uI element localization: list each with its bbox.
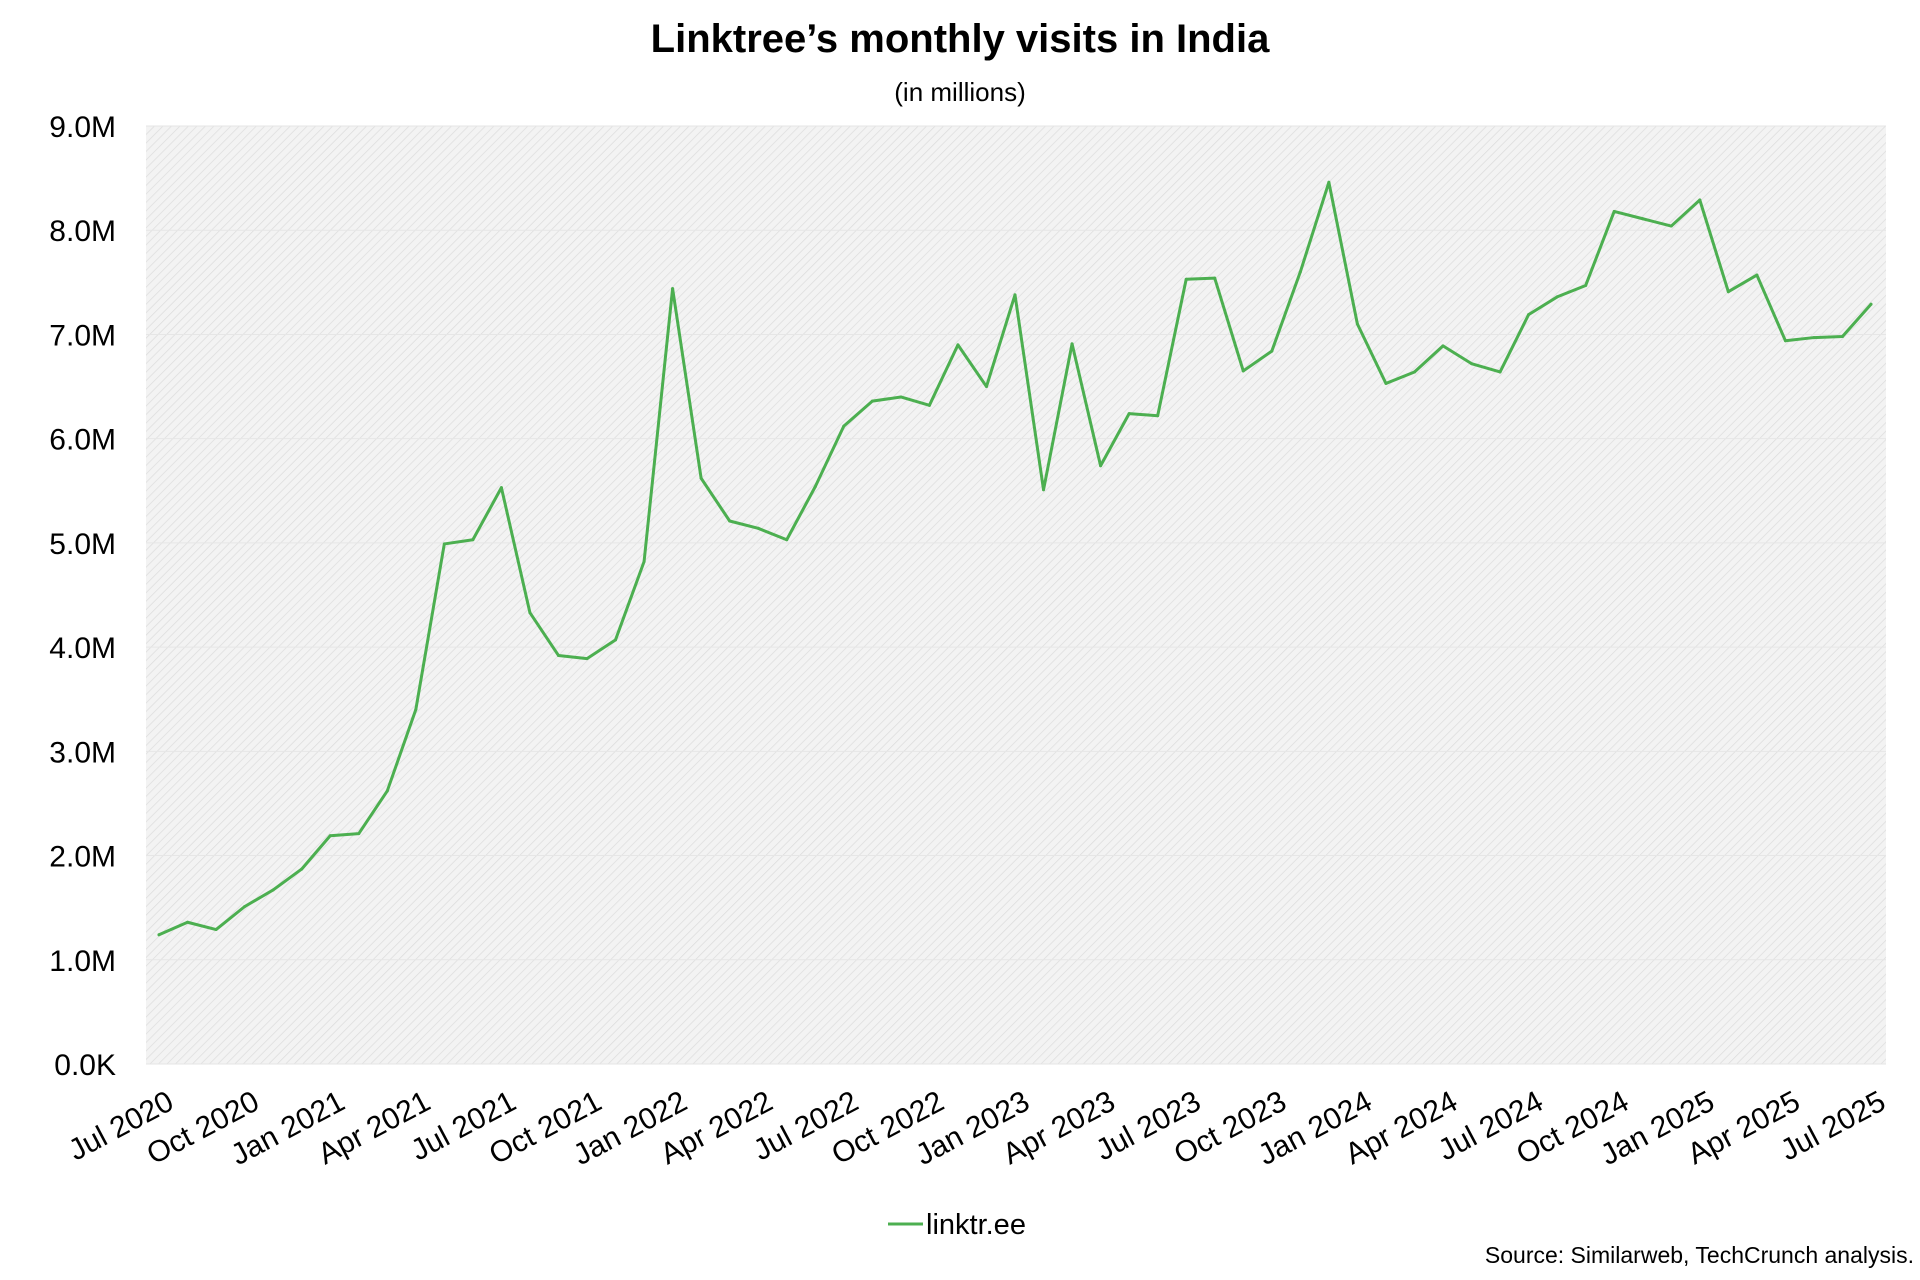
data-point [499, 486, 503, 490]
data-point [1726, 290, 1730, 294]
data-point [927, 403, 931, 407]
data-point [1070, 342, 1074, 346]
data-point [756, 526, 760, 530]
y-tick-label: 6.0M [49, 424, 116, 457]
y-tick-label: 3.0M [49, 736, 116, 769]
y-tick-label: 9.0M [49, 111, 116, 144]
data-point [414, 708, 418, 712]
data-point [186, 920, 190, 924]
data-point [385, 789, 389, 793]
series-layer [157, 180, 1873, 937]
data-point [1412, 370, 1416, 374]
data-point [899, 395, 903, 399]
plot-area [146, 126, 1886, 1064]
data-point [1270, 349, 1274, 353]
y-axis-tick-labels: 0.0K 1.0M 2.0M 3.0M 4.0M 5.0M 6.0M 7.0M 8.0M 9.0M [49, 111, 116, 1082]
data-point [1241, 369, 1245, 373]
data-point [328, 834, 332, 838]
data-point [1013, 293, 1017, 297]
data-point [1584, 283, 1588, 287]
data-point [1669, 224, 1673, 228]
data-point [1812, 336, 1816, 340]
data-point [1783, 339, 1787, 343]
data-point [956, 343, 960, 347]
data-point [728, 519, 732, 523]
data-point [271, 888, 275, 892]
data-point [1869, 302, 1873, 306]
chart-subtitle: (in millions) [894, 77, 1025, 107]
data-point [1698, 198, 1702, 202]
data-point [528, 611, 532, 615]
data-point [1298, 270, 1302, 274]
data-point [813, 485, 817, 489]
data-point [1755, 273, 1759, 277]
data-point [1184, 277, 1188, 281]
data-point [556, 653, 560, 657]
data-point [1042, 488, 1046, 492]
data-point [1555, 295, 1559, 299]
data-point [1099, 464, 1103, 468]
data-point [442, 542, 446, 546]
data-point [1441, 344, 1445, 348]
y-tick-label: 0.0K [54, 1049, 116, 1082]
data-point [842, 424, 846, 428]
data-point [1498, 370, 1502, 374]
y-tick-label: 7.0M [49, 319, 116, 352]
y-tick-label: 2.0M [49, 841, 116, 874]
data-point [1355, 322, 1359, 326]
gridlines [146, 125, 1886, 1065]
data-point [243, 905, 247, 909]
data-point [984, 385, 988, 389]
data-point [642, 560, 646, 564]
legend-label: linktr.ee [926, 1209, 1026, 1241]
data-point [1327, 180, 1331, 184]
source-note: Source: Similarweb, TechCrunch analysis. [1485, 1242, 1914, 1268]
data-point [1384, 381, 1388, 385]
data-point [214, 928, 218, 932]
chart-title: Linktree’s monthly visits in India [651, 17, 1270, 61]
y-tick-label: 5.0M [49, 528, 116, 561]
data-point [471, 538, 475, 542]
y-tick-label: 8.0M [49, 215, 116, 248]
data-point [357, 832, 361, 836]
data-point [671, 287, 675, 291]
data-point [614, 638, 618, 642]
data-point [1213, 276, 1217, 280]
data-point [1127, 412, 1131, 416]
data-point [785, 538, 789, 542]
data-point [1470, 362, 1474, 366]
data-point [870, 399, 874, 403]
y-tick-label: 4.0M [49, 632, 116, 665]
data-point [585, 657, 589, 661]
data-point [1641, 217, 1645, 221]
data-point [1156, 414, 1160, 418]
data-point [699, 476, 703, 480]
legend: linktr.ee [888, 1209, 1026, 1241]
data-point [1840, 335, 1844, 339]
y-tick-label: 1.0M [49, 945, 116, 978]
data-point [1527, 313, 1531, 317]
data-point [1612, 209, 1616, 213]
data-point [157, 933, 161, 937]
data-point [300, 867, 304, 871]
